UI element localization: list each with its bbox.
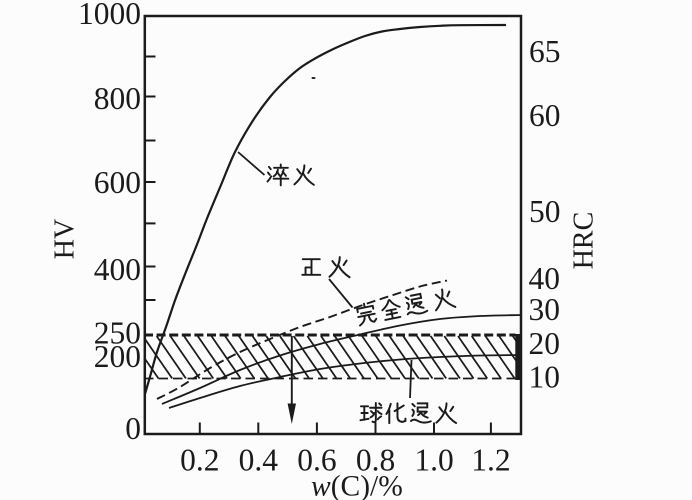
svg-text:0.2: 0.2 [180,443,219,478]
svg-text:0.6: 0.6 [297,443,336,478]
svg-text:0.8: 0.8 [356,443,395,478]
svg-text:1.2: 1.2 [471,443,510,478]
svg-text:1000: 1000 [78,0,141,31]
svg-text:0: 0 [125,411,141,446]
svg-text:20: 20 [529,326,561,361]
svg-text:800: 800 [94,81,141,116]
svg-text:400: 400 [94,252,141,287]
svg-text:250: 250 [94,316,141,351]
svg-text:HRC: HRC [569,212,600,270]
svg-text:0.4: 0.4 [239,443,279,478]
svg-text:200: 200 [94,339,141,374]
svg-text:1.0: 1.0 [414,443,453,478]
svg-text:w(C)/%: w(C)/% [311,471,403,500]
svg-text:10: 10 [529,360,561,395]
svg-text:40: 40 [529,261,561,296]
svg-text:60: 60 [529,98,561,133]
svg-text:50: 50 [529,194,561,229]
svg-text:600: 600 [94,165,141,200]
svg-text:65: 65 [529,34,561,69]
svg-text:HV: HV [50,219,81,259]
svg-text:30: 30 [529,292,561,327]
